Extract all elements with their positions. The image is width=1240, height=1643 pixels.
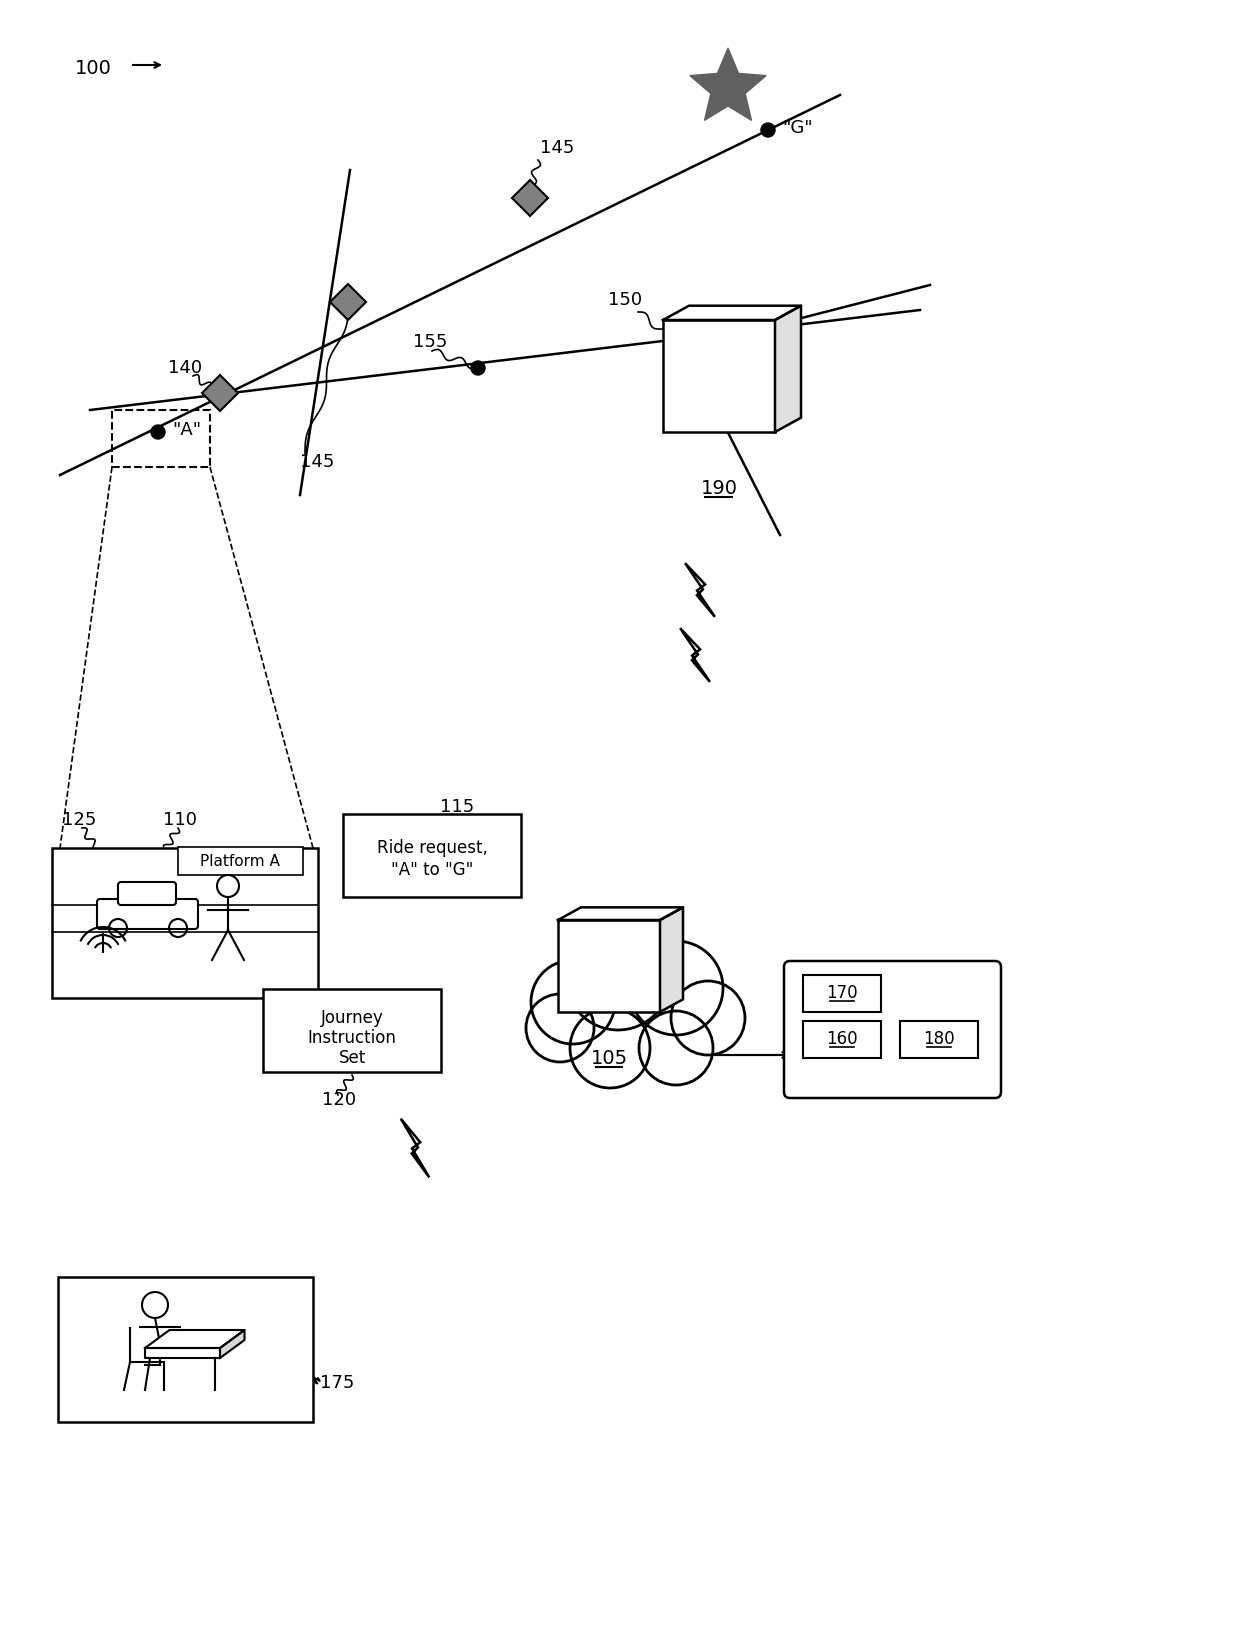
FancyBboxPatch shape	[558, 920, 660, 1012]
Text: 120: 120	[322, 1091, 356, 1109]
FancyBboxPatch shape	[343, 813, 521, 897]
Text: "A": "A"	[172, 421, 201, 439]
Polygon shape	[680, 628, 709, 682]
Text: 115: 115	[440, 798, 474, 817]
Polygon shape	[202, 375, 238, 411]
Text: 125: 125	[62, 812, 97, 830]
FancyBboxPatch shape	[900, 1020, 978, 1058]
Circle shape	[525, 992, 595, 1063]
FancyBboxPatch shape	[58, 1277, 312, 1421]
Circle shape	[639, 1010, 714, 1086]
Circle shape	[471, 361, 485, 375]
Text: "G": "G"	[782, 118, 812, 136]
Circle shape	[529, 960, 616, 1045]
Polygon shape	[686, 564, 715, 616]
Text: 135: 135	[62, 976, 97, 994]
Text: Platform A: Platform A	[200, 853, 280, 869]
Polygon shape	[401, 1119, 429, 1178]
Text: 190: 190	[701, 478, 738, 498]
Text: 160: 160	[826, 1030, 858, 1048]
Text: 100: 100	[74, 59, 112, 77]
Text: 140: 140	[167, 360, 202, 376]
Text: 180: 180	[924, 1030, 955, 1048]
Text: 145: 145	[300, 453, 335, 472]
Polygon shape	[663, 306, 801, 320]
Text: 150: 150	[608, 291, 642, 309]
Text: "A" to "G": "A" to "G"	[391, 861, 474, 879]
Text: 105: 105	[590, 1048, 627, 1068]
FancyBboxPatch shape	[52, 848, 317, 997]
Circle shape	[761, 123, 775, 136]
FancyBboxPatch shape	[784, 961, 1001, 1098]
Text: 110: 110	[162, 812, 197, 830]
Text: 175: 175	[320, 1374, 355, 1392]
FancyBboxPatch shape	[118, 882, 176, 905]
Polygon shape	[145, 1347, 219, 1359]
Circle shape	[569, 1007, 651, 1089]
Polygon shape	[558, 907, 683, 920]
Text: 130: 130	[198, 976, 232, 994]
Polygon shape	[775, 306, 801, 432]
Circle shape	[151, 426, 165, 439]
Polygon shape	[330, 284, 366, 320]
FancyBboxPatch shape	[263, 989, 441, 1071]
Text: Ride request,: Ride request,	[377, 840, 487, 858]
Polygon shape	[145, 1329, 244, 1347]
Polygon shape	[512, 181, 548, 215]
Circle shape	[565, 925, 671, 1032]
Circle shape	[627, 940, 724, 1037]
FancyBboxPatch shape	[97, 899, 198, 928]
Text: 155: 155	[413, 334, 448, 352]
Polygon shape	[660, 907, 683, 1012]
Polygon shape	[219, 1329, 244, 1359]
Polygon shape	[667, 330, 703, 366]
FancyBboxPatch shape	[663, 320, 775, 432]
Text: Journey: Journey	[321, 1009, 383, 1027]
FancyBboxPatch shape	[804, 1020, 880, 1058]
Text: 170: 170	[826, 984, 858, 1002]
Text: Instruction: Instruction	[308, 1029, 397, 1047]
FancyBboxPatch shape	[804, 974, 880, 1012]
Text: Set: Set	[339, 1048, 366, 1066]
Text: 145: 145	[539, 140, 574, 158]
Circle shape	[670, 979, 746, 1056]
FancyBboxPatch shape	[179, 848, 303, 876]
Polygon shape	[689, 48, 766, 120]
